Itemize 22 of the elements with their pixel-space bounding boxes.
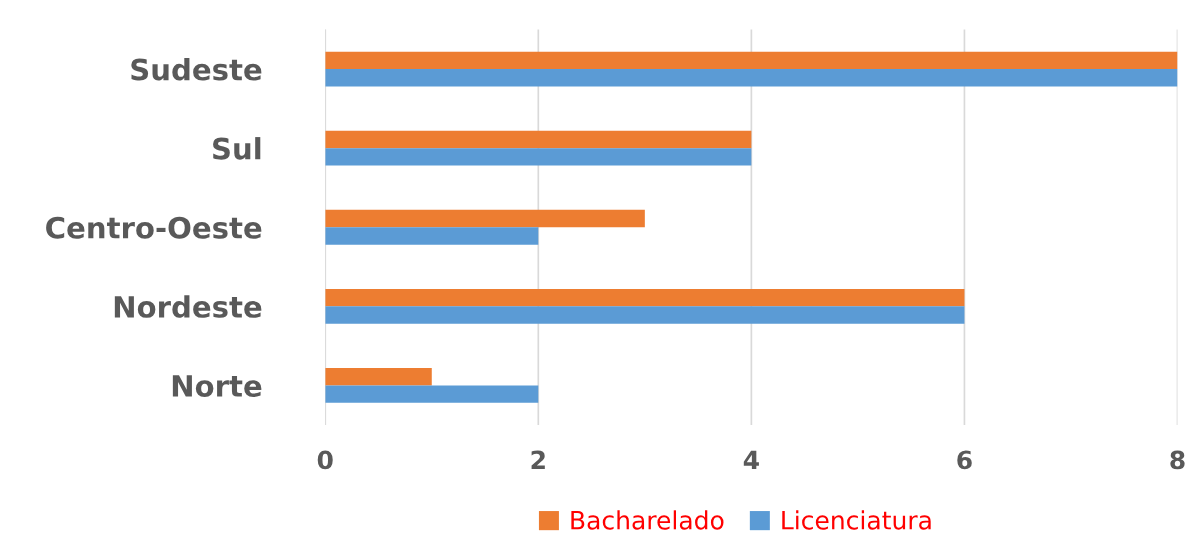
bar [325, 385, 539, 403]
bar [325, 368, 432, 386]
bar [325, 209, 645, 228]
bar [325, 148, 752, 166]
bar [325, 69, 1178, 87]
legend-label: Licenciatura [782, 510, 931, 530]
y-tick-label: Nordeste [114, 295, 262, 318]
y-tick-label: Sudeste [131, 57, 262, 81]
bar [325, 227, 539, 245]
bar [325, 130, 752, 149]
legend-label: Bacharelado [571, 510, 724, 530]
y-tick-label: Sul [213, 137, 261, 160]
y-tick-label: Norte [172, 375, 262, 397]
x-tick-label: 2 [531, 450, 545, 469]
x-tick-label: 6 [957, 450, 972, 470]
bar [325, 288, 965, 307]
bar [325, 306, 965, 324]
y-tick-label: Centro-Oeste [46, 216, 262, 239]
x-tick-label: 0 [317, 450, 333, 470]
bar [325, 51, 1178, 70]
x-tick-label: 4 [743, 450, 759, 469]
x-tick-label: 8 [1170, 450, 1185, 470]
